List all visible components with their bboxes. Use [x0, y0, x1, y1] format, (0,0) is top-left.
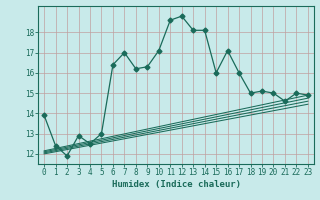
X-axis label: Humidex (Indice chaleur): Humidex (Indice chaleur) — [111, 180, 241, 189]
